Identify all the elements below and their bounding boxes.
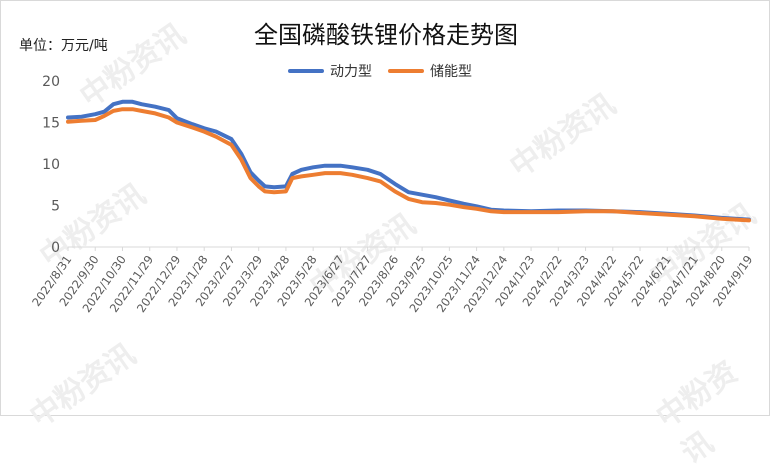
y-tick-label: 10	[42, 157, 60, 173]
series-line-storage	[66, 107, 751, 223]
legend-label-power: 动力型	[330, 64, 372, 80]
y-tick-label: 5	[51, 199, 60, 215]
legend-swatch-power	[288, 69, 324, 73]
y-tick-label: 0	[51, 240, 60, 256]
chart-title: 全国磷酸铁锂价格走势图	[254, 21, 518, 49]
y-tick-label: 20	[42, 74, 60, 90]
legend-item-power: 动力型	[288, 61, 372, 81]
line-chart: 051015202022/8/312022/9/302022/10/302022…	[29, 74, 755, 315]
legend: 动力型 储能型	[288, 61, 472, 81]
legend-item-storage: 储能型	[388, 61, 472, 81]
y-tick-label: 15	[42, 116, 60, 132]
legend-label-storage: 储能型	[430, 64, 472, 80]
legend-swatch-storage	[388, 69, 424, 73]
unit-label: 单位：万元/吨	[19, 38, 108, 54]
